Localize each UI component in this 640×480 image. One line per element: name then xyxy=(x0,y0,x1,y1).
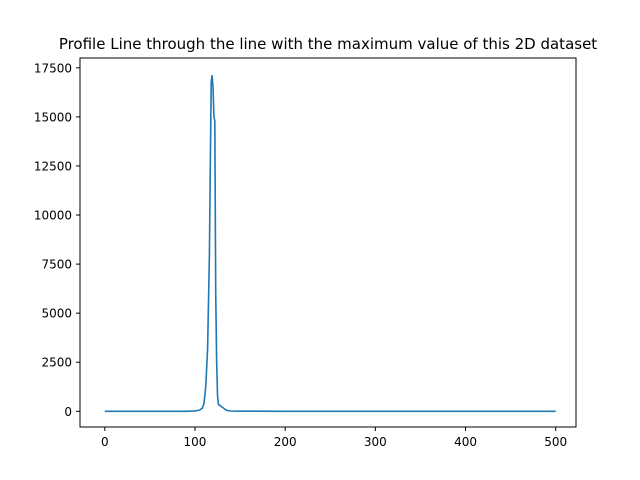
y-tick-label: 10000 xyxy=(34,209,72,223)
series-layer xyxy=(104,74,556,413)
plot-frame xyxy=(79,57,577,428)
series-line xyxy=(104,74,556,413)
x-tick-label: 200 xyxy=(274,435,297,449)
x-tick-label: 400 xyxy=(454,435,477,449)
y-tick-label: 7500 xyxy=(41,258,72,272)
y-tick-label: 15000 xyxy=(34,110,72,124)
y-tick-label: 2500 xyxy=(41,356,72,370)
y-axis: 0 2500 5000 7500 10000 12500 15000 17500 xyxy=(34,61,80,419)
x-tick-label: 0 xyxy=(101,435,109,449)
y-tick-label: 0 xyxy=(64,405,72,419)
x-tick-label: 300 xyxy=(364,435,387,449)
y-tick-label: 17500 xyxy=(34,61,72,75)
x-tick-label: 100 xyxy=(184,435,207,449)
y-tick-label: 12500 xyxy=(34,159,72,173)
x-axis: 0 100 200 300 400 500 xyxy=(101,427,567,449)
chart-title: Profile Line through the line with the m… xyxy=(59,35,597,53)
x-tick-label: 500 xyxy=(544,435,567,449)
y-tick-label: 5000 xyxy=(41,307,72,321)
